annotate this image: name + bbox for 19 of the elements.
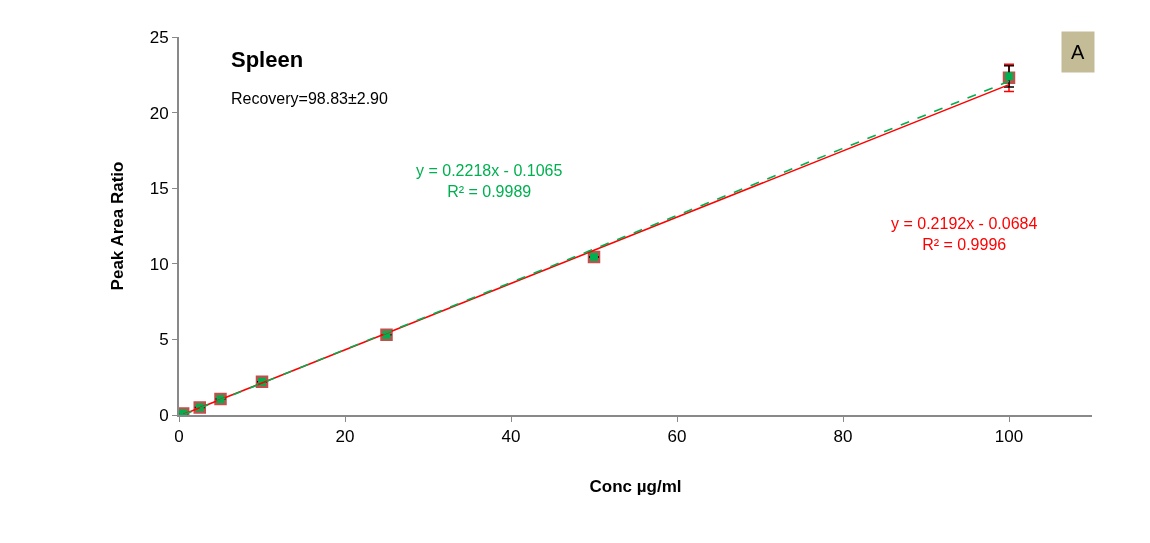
x-tick-label: 20 xyxy=(335,427,355,447)
x-tick-label: 100 xyxy=(994,427,1024,447)
y-axis-title: Peak Area Ratio xyxy=(107,161,127,291)
y-tick-label: 5 xyxy=(159,330,169,350)
y-tick-label: 25 xyxy=(149,27,169,47)
annotation: A xyxy=(1071,41,1085,63)
y-tick-label: 10 xyxy=(149,254,169,274)
x-tick-label: 60 xyxy=(667,427,687,447)
text: Spleen xyxy=(231,47,304,72)
y-tick-label: 15 xyxy=(149,179,169,199)
x-tick-label: 80 xyxy=(833,427,853,447)
x-axis-title: Conc µg/ml xyxy=(589,477,682,497)
x-tick-label: 0 xyxy=(174,427,184,447)
y-tick-label: 0 xyxy=(159,405,169,425)
x-tick-label: 40 xyxy=(501,427,521,447)
y-tick-label: 20 xyxy=(149,103,169,123)
text: Recovery=98.83±2.90 xyxy=(231,90,388,107)
annotation: y = 0.2192x - 0.0684 R² = 0.9996 xyxy=(891,215,1038,253)
annotation: y = 0.2218x - 0.1065 R² = 0.9989 xyxy=(416,162,563,200)
